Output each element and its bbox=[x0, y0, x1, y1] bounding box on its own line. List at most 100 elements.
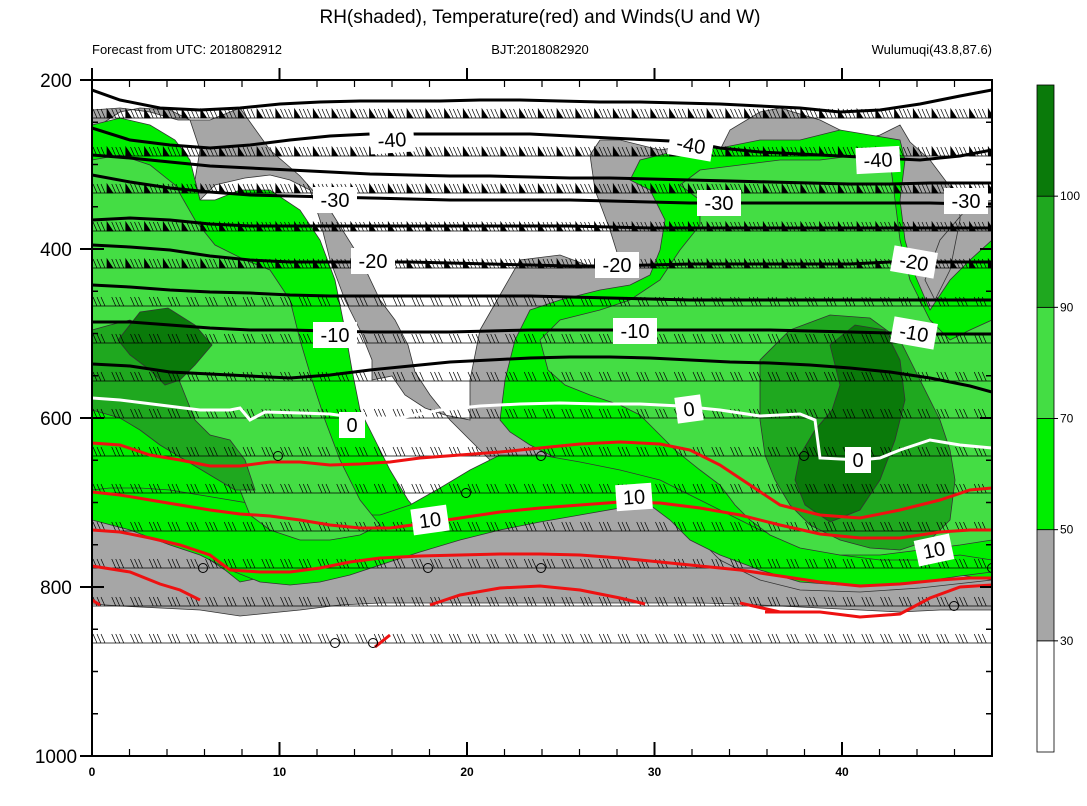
wind-barb bbox=[805, 446, 818, 457]
wind-barb bbox=[242, 296, 256, 307]
wind-barb bbox=[167, 108, 181, 119]
wind-pennant bbox=[556, 145, 564, 157]
wind-barb bbox=[167, 408, 181, 419]
wind-barb bbox=[373, 558, 387, 569]
wind-barb bbox=[580, 146, 593, 157]
wind-barb bbox=[130, 408, 143, 419]
wind-barb bbox=[448, 371, 462, 382]
wind-pennant bbox=[144, 220, 152, 232]
wind-pennant bbox=[575, 107, 583, 119]
wind-barb bbox=[523, 333, 537, 344]
wind-pennant bbox=[181, 107, 189, 119]
wind-barb bbox=[636, 446, 650, 457]
wind-barb bbox=[111, 108, 125, 119]
wind-barb bbox=[898, 483, 912, 494]
wind-barb bbox=[280, 146, 293, 157]
wind-pennant bbox=[800, 182, 808, 194]
wind-barb bbox=[467, 108, 481, 119]
wind-barb bbox=[823, 183, 837, 194]
wind-barb bbox=[223, 108, 237, 119]
wind-barb bbox=[392, 446, 406, 457]
wind-barb bbox=[92, 333, 106, 344]
wind-barb bbox=[505, 558, 518, 569]
wind-pennant bbox=[912, 145, 920, 157]
wind-pennant bbox=[650, 107, 658, 119]
wind-pennant bbox=[744, 182, 752, 194]
wind-pennant bbox=[462, 182, 470, 194]
wind-barb bbox=[111, 521, 125, 532]
wind-barb bbox=[692, 596, 706, 607]
wind-barb bbox=[411, 596, 425, 607]
wind-barb bbox=[280, 596, 293, 607]
wind-pennant bbox=[162, 220, 170, 232]
wind-pennant bbox=[631, 107, 639, 119]
wind-barb bbox=[280, 558, 293, 569]
wind-pennant bbox=[125, 145, 133, 157]
wind-barb bbox=[298, 333, 312, 344]
colorbar-swatch bbox=[1036, 529, 1055, 642]
wind-barb bbox=[130, 521, 143, 532]
wind-barb bbox=[842, 596, 856, 607]
wind-barb bbox=[392, 558, 406, 569]
wind-pennant bbox=[425, 107, 433, 119]
wind-barb bbox=[561, 483, 575, 494]
wind-barb bbox=[636, 108, 650, 119]
wind-pennant bbox=[144, 107, 152, 119]
wind-barb bbox=[823, 483, 837, 494]
wind-barb bbox=[542, 108, 556, 119]
wind-barb bbox=[411, 108, 425, 119]
wind-barb bbox=[823, 408, 837, 419]
wind-barb bbox=[861, 596, 875, 607]
wind-barb bbox=[411, 333, 425, 344]
x-tick-label: 10 bbox=[273, 765, 287, 779]
wind-barb bbox=[542, 596, 556, 607]
wind-barb bbox=[448, 183, 462, 194]
wind-barb bbox=[561, 408, 575, 419]
wind-barb bbox=[355, 108, 368, 119]
wind-barb bbox=[280, 446, 293, 457]
wind-barb bbox=[242, 521, 256, 532]
wind-pennant bbox=[369, 107, 377, 119]
colorbar-tick-label: 100 bbox=[1060, 189, 1080, 203]
wind-barb bbox=[711, 108, 725, 119]
wind-barb bbox=[148, 408, 162, 419]
forecast-label: Forecast from UTC: 2018082912 bbox=[92, 42, 282, 57]
wind-barb bbox=[486, 183, 500, 194]
wind-barb bbox=[523, 108, 537, 119]
temp-label-minus40-a: -40 bbox=[377, 129, 407, 153]
wind-pennant bbox=[950, 107, 958, 119]
wind-barb bbox=[130, 296, 143, 307]
wind-barb bbox=[673, 483, 687, 494]
wind-barb bbox=[261, 633, 275, 644]
temp-label-ten-c: 10 bbox=[921, 538, 947, 564]
wind-pennant bbox=[312, 145, 320, 157]
temp-label-zero-a: 0 bbox=[346, 415, 357, 437]
wind-barb bbox=[823, 521, 837, 532]
wind-pennant bbox=[406, 182, 414, 194]
wind-barb bbox=[936, 108, 950, 119]
wind-barb bbox=[486, 633, 500, 644]
wind-pennant bbox=[125, 182, 133, 194]
wind-pennant bbox=[894, 107, 902, 119]
wind-barb bbox=[430, 371, 443, 382]
wind-barb bbox=[673, 108, 687, 119]
wind-pennant bbox=[162, 257, 170, 269]
wind-barb bbox=[148, 483, 162, 494]
wind-barb bbox=[598, 408, 612, 419]
wind-barb bbox=[336, 446, 350, 457]
wind-barb bbox=[973, 108, 987, 119]
wind-barb bbox=[561, 521, 575, 532]
wind-pennant bbox=[669, 182, 677, 194]
wind-barb bbox=[411, 446, 425, 457]
wind-pennant bbox=[687, 182, 695, 194]
wind-barb bbox=[261, 108, 275, 119]
wind-pennant bbox=[275, 182, 283, 194]
wind-barb bbox=[430, 108, 443, 119]
wind-barb bbox=[655, 183, 668, 194]
temp-label-minus10-b: -10 bbox=[621, 321, 650, 343]
wind-barb bbox=[280, 483, 293, 494]
wind-pennant bbox=[650, 145, 658, 157]
temp-label-minus30-c: -30 bbox=[952, 191, 981, 213]
